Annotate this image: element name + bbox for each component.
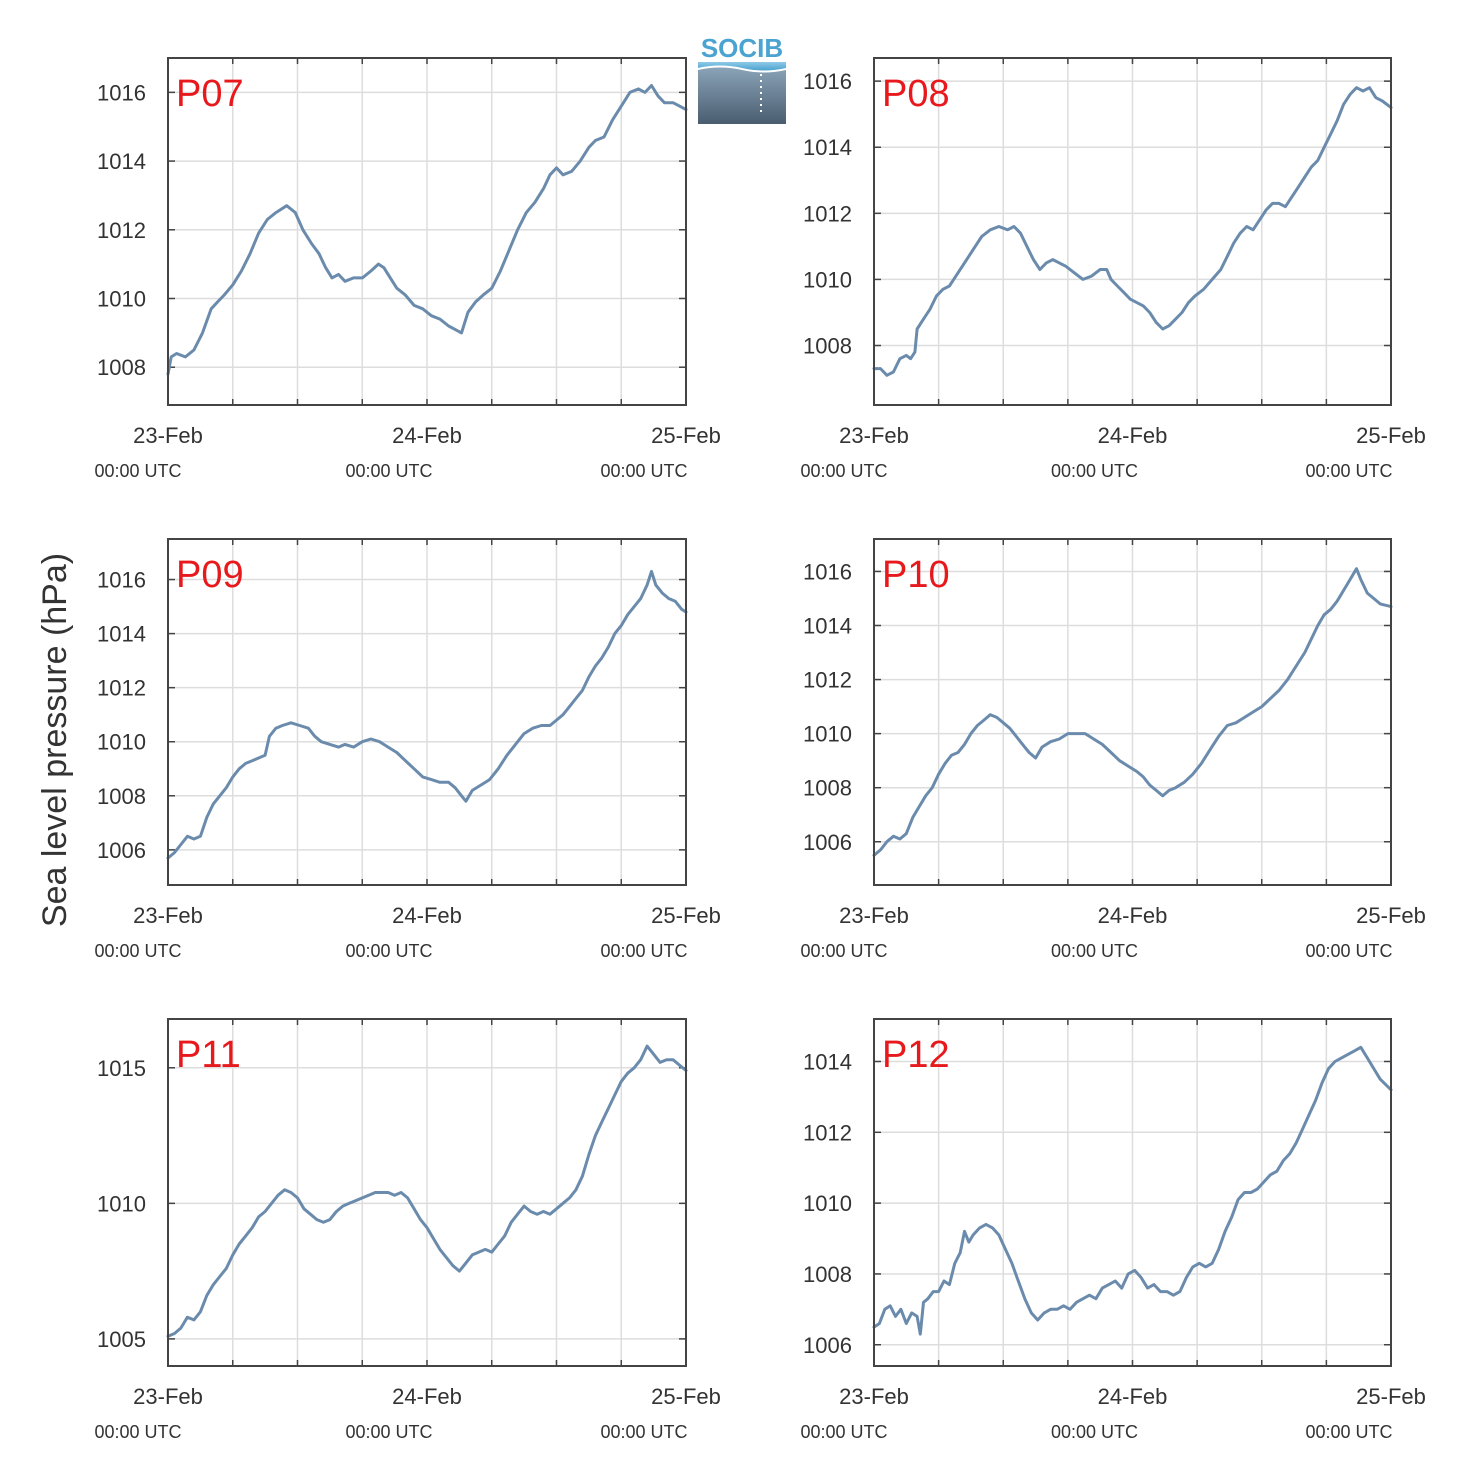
x-tick-date-label: 23-Feb xyxy=(839,903,909,928)
y-tick-label: 1014 xyxy=(97,622,146,647)
series-line-p11 xyxy=(166,1044,688,1338)
y-tick-label: 1010 xyxy=(803,1191,852,1216)
x-tick-time-label: 00:00 UTC xyxy=(600,461,687,481)
panel-p08: 1008 1010 1012 1014 1016 P08 23-Feb 00:00 UTC 24… xyxy=(800,57,1426,481)
x-tick-date-label: 23-Feb xyxy=(839,1384,909,1409)
socib-logo: SOCIB xyxy=(698,33,786,124)
series-line-p08 xyxy=(872,86,1393,377)
y-tick-label: 1010 xyxy=(97,286,146,311)
y-tick-label: 1014 xyxy=(803,135,852,160)
series-line-p09 xyxy=(166,569,688,860)
y-tick-label: 1008 xyxy=(803,1262,852,1287)
x-tick-date-label: 23-Feb xyxy=(133,423,203,448)
y-tick-label: 1016 xyxy=(97,80,146,105)
x-tick-time-label: 00:00 UTC xyxy=(1051,941,1138,961)
y-axis-label: Sea level pressure (hPa) xyxy=(36,553,74,927)
x-tick-date-label: 23-Feb xyxy=(839,423,909,448)
y-tick-label: 1006 xyxy=(803,830,852,855)
panel-label: P09 xyxy=(176,554,244,596)
x-tick-time-label: 00:00 UTC xyxy=(1305,941,1392,961)
x-tick-time-label: 00:00 UTC xyxy=(600,941,687,961)
x-tick-date-label: 24-Feb xyxy=(1098,423,1168,448)
panel-label: P11 xyxy=(176,1034,241,1076)
x-tick-time-label: 00:00 UTC xyxy=(94,461,181,481)
x-tick-date-label: 24-Feb xyxy=(392,903,462,928)
y-tick-label: 1014 xyxy=(97,149,146,174)
series-line-p10 xyxy=(872,567,1393,857)
x-tick-time-label: 00:00 UTC xyxy=(800,1422,887,1442)
panel-p07: 1008 1010 1012 1014 1016 P07 23-Feb 00:00 UTC 24… xyxy=(94,57,721,481)
panel-label: P07 xyxy=(176,73,244,115)
y-tick-label: 1008 xyxy=(803,334,852,359)
x-tick-date-label: 24-Feb xyxy=(1098,1384,1168,1409)
x-tick-date-label: 25-Feb xyxy=(651,903,721,928)
x-tick-time-label: 00:00 UTC xyxy=(345,941,432,961)
y-tick-label: 1016 xyxy=(97,568,146,593)
panel-label: P12 xyxy=(882,1034,950,1076)
y-tick-label: 1012 xyxy=(803,201,852,226)
x-tick-time-label: 00:00 UTC xyxy=(94,1422,181,1442)
series-line-p07 xyxy=(166,84,688,376)
x-tick-time-label: 00:00 UTC xyxy=(600,1422,687,1442)
y-tick-label: 1012 xyxy=(803,668,852,693)
x-tick-date-label: 25-Feb xyxy=(1356,903,1426,928)
x-tick-time-label: 00:00 UTC xyxy=(345,1422,432,1442)
x-tick-time-label: 00:00 UTC xyxy=(94,941,181,961)
logo-text: SOCIB xyxy=(701,33,783,63)
x-tick-time-label: 00:00 UTC xyxy=(345,461,432,481)
panel-p09: 1006 1008 1010 1012 1014 1016 P09 23-Feb 00:00 U… xyxy=(94,538,721,961)
series-line-p12 xyxy=(872,1045,1393,1336)
x-tick-date-label: 24-Feb xyxy=(1098,903,1168,928)
x-tick-date-label: 24-Feb xyxy=(392,1384,462,1409)
y-tick-label: 1016 xyxy=(803,559,852,584)
y-tick-label: 1012 xyxy=(97,676,146,701)
panel-p10: 1006 1008 1010 1012 1014 1016 P10 23-Feb 00:00 U… xyxy=(800,538,1426,961)
x-tick-date-label: 25-Feb xyxy=(651,423,721,448)
y-tick-label: 1010 xyxy=(97,730,146,755)
y-tick-label: 1014 xyxy=(803,614,852,639)
y-tick-label: 1005 xyxy=(97,1327,146,1352)
x-tick-time-label: 00:00 UTC xyxy=(800,461,887,481)
y-tick-label: 1014 xyxy=(803,1049,852,1074)
y-tick-label: 1012 xyxy=(803,1120,852,1145)
y-tick-label: 1016 xyxy=(803,69,852,94)
panel-label: P08 xyxy=(882,73,950,115)
plot-frame xyxy=(167,1018,687,1367)
x-tick-time-label: 00:00 UTC xyxy=(1051,461,1138,481)
x-tick-date-label: 25-Feb xyxy=(651,1384,721,1409)
y-tick-label: 1010 xyxy=(803,722,852,747)
x-tick-date-label: 23-Feb xyxy=(133,1384,203,1409)
x-tick-time-label: 00:00 UTC xyxy=(1305,461,1392,481)
plot-frame xyxy=(167,538,687,886)
y-tick-label: 1015 xyxy=(97,1056,146,1081)
plot-frame xyxy=(873,57,1392,406)
plot-frame xyxy=(167,57,687,406)
plot-frame xyxy=(873,538,1392,886)
x-tick-time-label: 00:00 UTC xyxy=(1305,1422,1392,1442)
y-tick-label: 1006 xyxy=(97,838,146,863)
y-tick-label: 1012 xyxy=(97,218,146,243)
y-tick-label: 1010 xyxy=(97,1191,146,1216)
plot-frame xyxy=(873,1018,1392,1367)
y-tick-label: 1008 xyxy=(97,784,146,809)
x-tick-time-label: 00:00 UTC xyxy=(800,941,887,961)
panel-label: P10 xyxy=(882,554,950,596)
x-tick-date-label: 25-Feb xyxy=(1356,423,1426,448)
x-tick-time-label: 00:00 UTC xyxy=(1051,1422,1138,1442)
y-tick-label: 1010 xyxy=(803,267,852,292)
y-tick-label: 1006 xyxy=(803,1333,852,1358)
x-tick-date-label: 24-Feb xyxy=(392,423,462,448)
y-tick-label: 1008 xyxy=(97,355,146,380)
panel-p11: 1005 1010 1015 P11 23-Feb 00:00 UTC 24-Feb 00:0… xyxy=(94,1018,721,1442)
panel-p12: 1006 1008 1010 1012 1014 P12 23-Feb 00:00 UTC 24… xyxy=(800,1018,1426,1442)
y-tick-label: 1008 xyxy=(803,776,852,801)
x-tick-date-label: 23-Feb xyxy=(133,903,203,928)
x-tick-date-label: 25-Feb xyxy=(1356,1384,1426,1409)
